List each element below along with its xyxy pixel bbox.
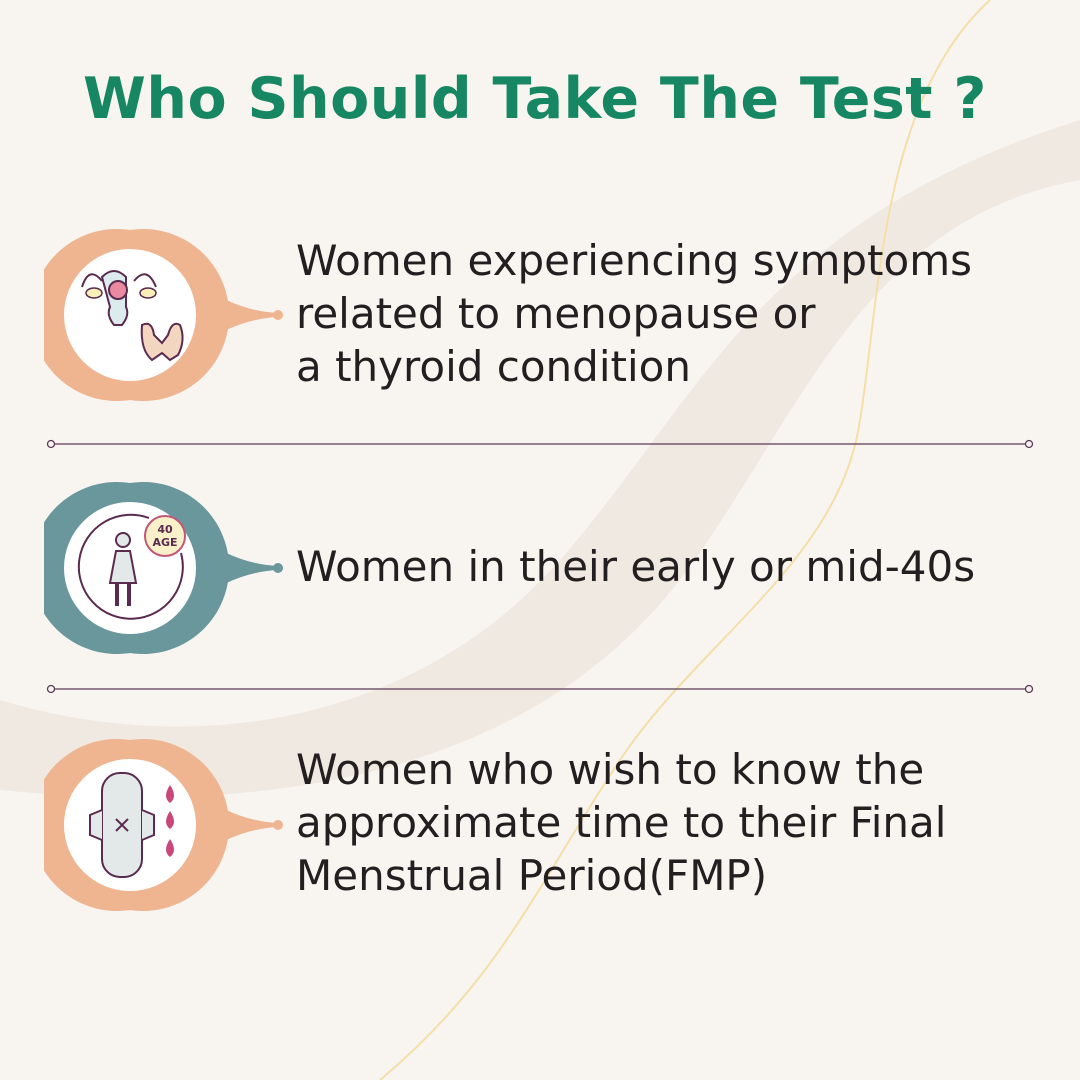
sanitary-pad-drops-icon (44, 739, 283, 911)
age-badge-number: 40 (157, 523, 173, 536)
item-text-menopause-thyroid: Women experiencing symptoms related to m… (296, 236, 972, 391)
uterus-thyroid-icon (44, 229, 283, 401)
woman-age-40-icon: 40 AGE (44, 482, 283, 654)
item-text-age-40s: Women in their early or mid-40s (296, 542, 976, 591)
divider (46, 439, 1034, 449)
item-text-fmp: Women who wish to know the approximate t… (296, 745, 947, 900)
age-badge-label: AGE (152, 536, 177, 549)
page-title: Who Should Take The Test ? (83, 66, 987, 132)
divider (46, 684, 1034, 694)
